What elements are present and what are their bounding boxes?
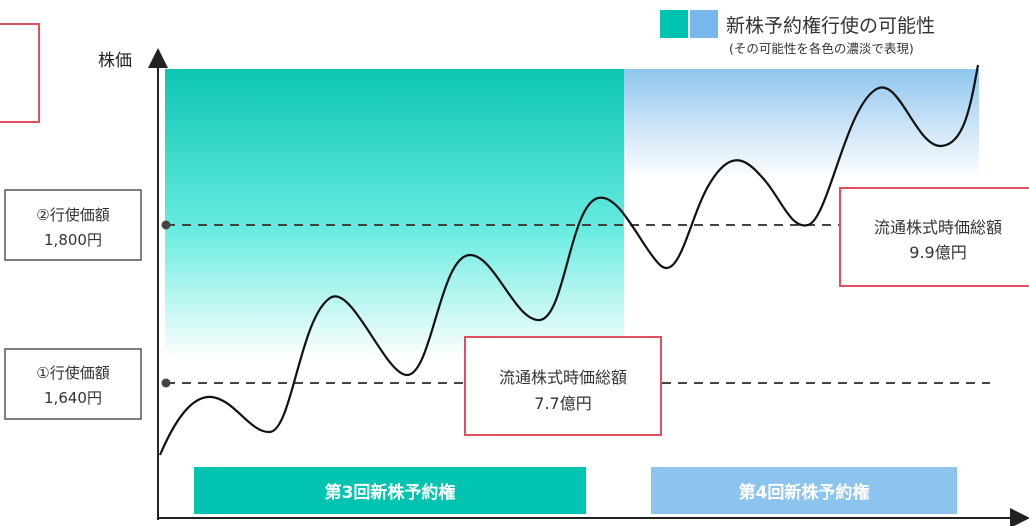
- y-axis-label: 株価: [98, 51, 132, 71]
- market-cap-right-label: 流通株式時価総額: [874, 218, 1002, 237]
- market-cap-right-value: 9.9億円: [909, 243, 966, 262]
- market-cap-center-value: 7.7億円: [534, 394, 591, 413]
- fourth-warrant-band: [651, 467, 957, 514]
- exercise-price-2-label: ②行使価額: [36, 206, 109, 224]
- fourth-warrant-label: 第4回新株予約権: [739, 482, 870, 503]
- legend-title: 新株予約権行使の可能性: [726, 15, 935, 37]
- legend-note: (その可能性を各色の濃淡で表現): [729, 41, 914, 56]
- stock-price-curve: [158, 64, 980, 456]
- market-cap-right-box: [839, 187, 1029, 287]
- exercise-price-2-value: 1,800円: [44, 231, 102, 249]
- exercise-price-1-box: [4, 348, 142, 420]
- exercise-price-2-box: [4, 189, 142, 261]
- exercise-price-1-value: 1,640円: [44, 389, 102, 407]
- legend-teal-swatch: [660, 10, 688, 38]
- exercise-price-2-dot: [161, 220, 171, 230]
- third-warrant-probability-region: [165, 69, 624, 359]
- fourth-warrant-probability-region: [624, 69, 979, 179]
- partial-red-box: [0, 23, 40, 123]
- exercise-price-1-label: ①行使価額: [36, 364, 109, 382]
- market-cap-center-box: [464, 336, 662, 436]
- third-warrant-band: [194, 467, 586, 514]
- exercise-price-1-dot: [161, 378, 171, 388]
- legend-blue-swatch: [690, 10, 718, 38]
- third-warrant-label: 第3回新株予約権: [325, 482, 456, 503]
- market-cap-center-label: 流通株式時価総額: [499, 368, 627, 387]
